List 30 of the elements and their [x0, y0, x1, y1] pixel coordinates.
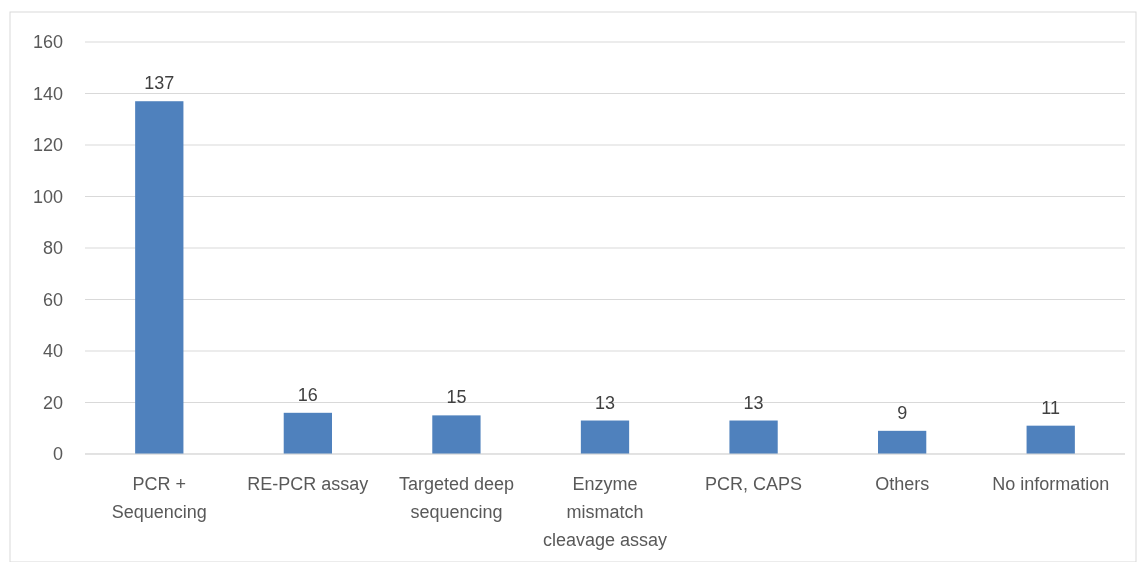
bar [580, 420, 630, 454]
bar [432, 415, 481, 454]
data-label: 137 [144, 73, 175, 94]
y-tick-label: 0 [52, 444, 63, 465]
y-tick-label: 40 [42, 341, 63, 362]
data-label: 9 [897, 402, 908, 423]
x-tick-label: RE-PCR assay [247, 474, 369, 494]
bar [1026, 425, 1075, 454]
bar [135, 101, 184, 454]
data-label: 13 [743, 392, 764, 413]
data-label: 16 [297, 384, 318, 405]
x-tick-label: No information [992, 474, 1110, 494]
x-tick-label: Enzyme mismatch cleavage assay [542, 474, 668, 550]
y-tick-label: 100 [32, 186, 63, 207]
y-tick-label: 140 [32, 83, 63, 104]
y-tick-label: 60 [42, 289, 63, 310]
y-tick-label: 80 [42, 238, 63, 259]
y-tick-label: 160 [32, 32, 63, 53]
x-tick-label: PCR + Sequencing [111, 474, 207, 522]
bar [283, 412, 332, 454]
data-label: 13 [594, 392, 616, 413]
y-tick-label: 120 [32, 135, 63, 156]
data-label: 11 [1041, 397, 1061, 418]
x-tick-label: Others [875, 474, 930, 494]
bar [878, 430, 927, 454]
bar [729, 420, 778, 454]
y-tick-label: 20 [42, 392, 63, 413]
data-label: 15 [446, 387, 467, 408]
x-tick-label: PCR, CAPS [705, 474, 803, 494]
x-tick-label: Targeted deep sequencing [398, 474, 514, 522]
